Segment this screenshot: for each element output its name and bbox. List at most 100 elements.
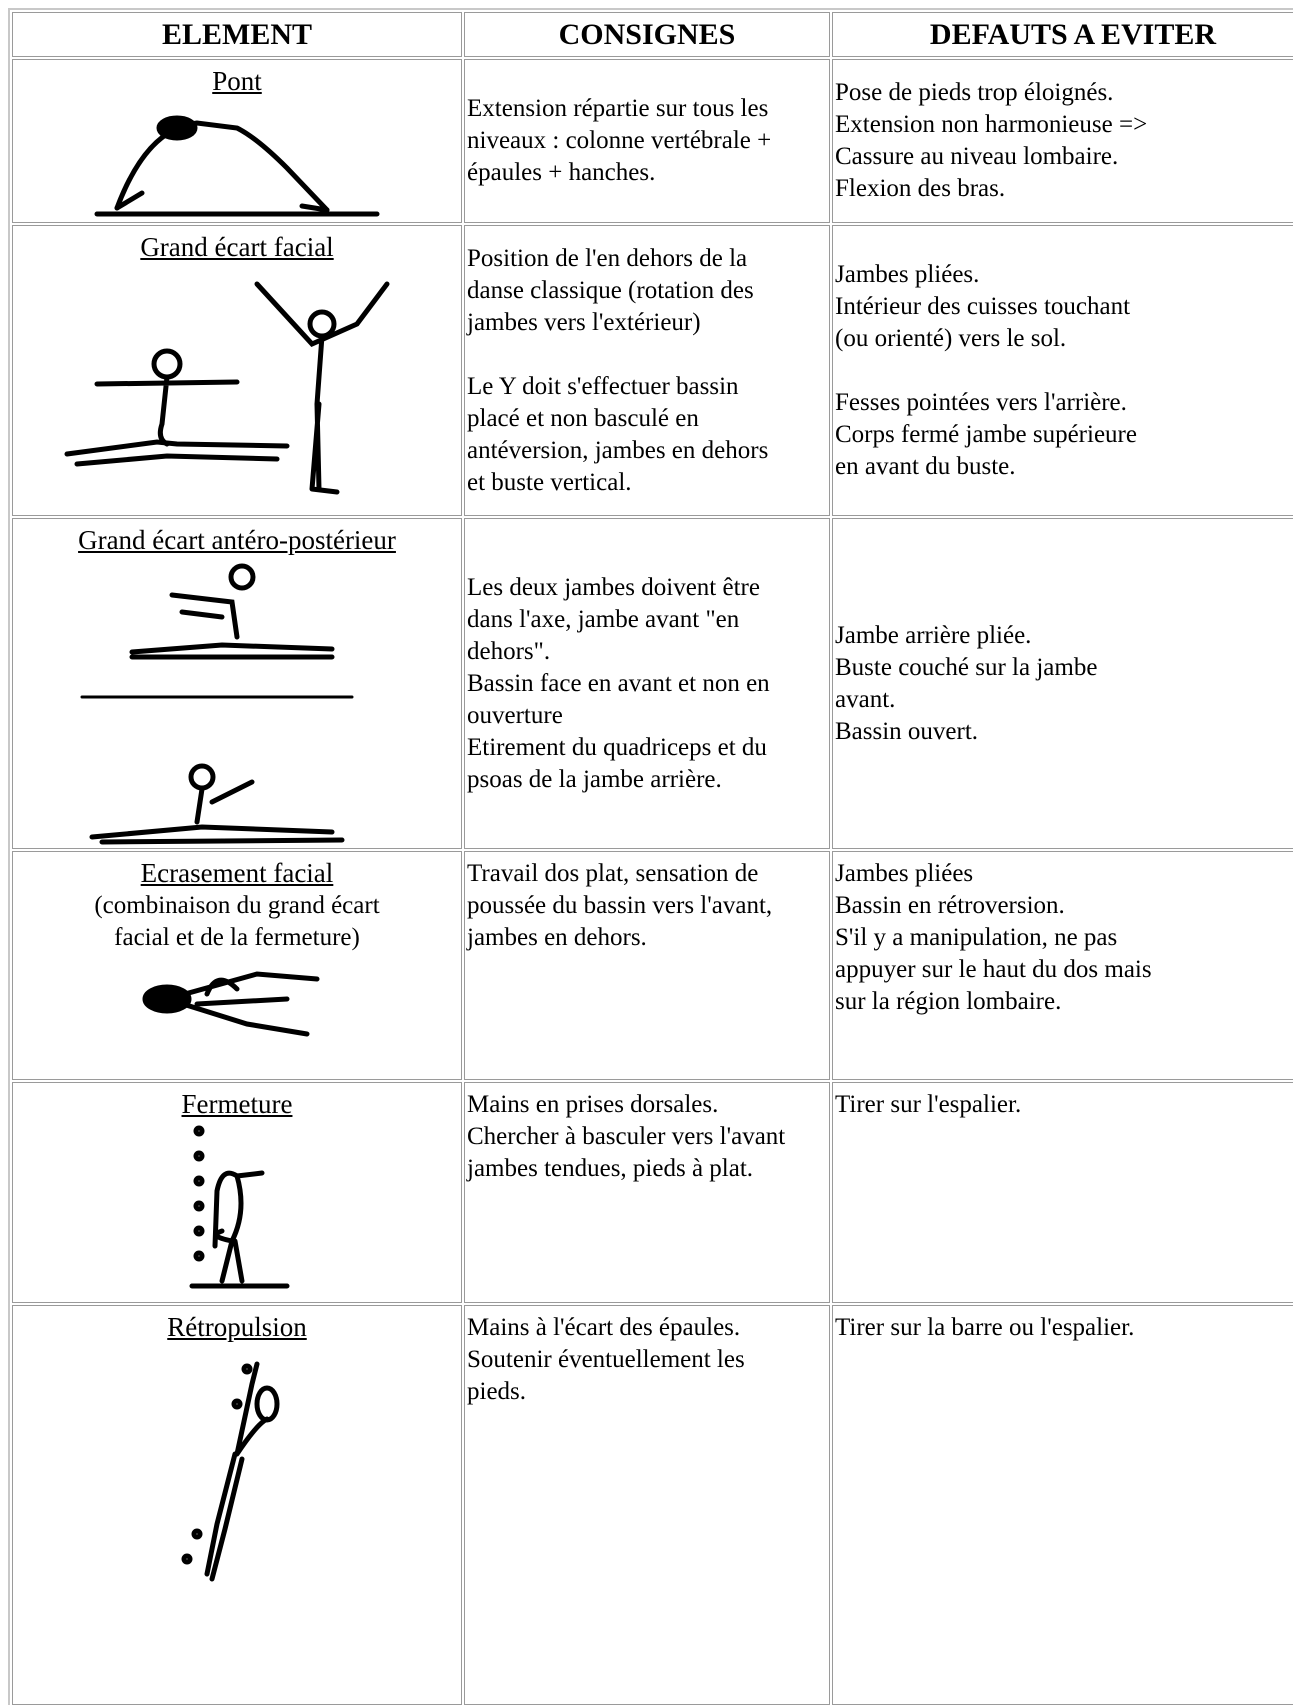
paragraph: Fesses pointées vers l'arrière. Corps fer… [835, 387, 1293, 483]
note-line: (combinaison du grand écart [94, 892, 380, 919]
defauts-cell: Jambes pliées Bassin en rétroversion. S'il… [832, 851, 1293, 1080]
header-row: ELEMENT CONSIGNES DEFAUTS A EVITER [12, 12, 1293, 57]
text-line: dans l'axe, jambe avant "en [467, 605, 740, 633]
text-line: Position de l'en dehors de la [467, 244, 748, 272]
defauts-cell: Jambe arrière pliée. Buste couché sur la … [832, 518, 1293, 849]
consignes-cell: Mains en prises dorsales. Chercher à basc… [464, 1082, 830, 1303]
paragraph: Mains en prises dorsales. Chercher à basc… [467, 1089, 827, 1185]
text-line: Tirer sur l'espalier. [835, 1091, 1022, 1118]
text-line: jambes vers l'extérieur) [467, 308, 701, 336]
text-line: épaules + hanches. [467, 159, 656, 186]
text-line: Soutenir éventuellement les [467, 1346, 745, 1373]
text-line: Chercher à basculer vers l'avant [467, 1123, 786, 1150]
text-line: Cassure au niveau lombaire. [835, 143, 1119, 170]
text-line: avant. [835, 685, 896, 713]
paragraph: Jambes pliées. Intérieur des cuisses touc… [835, 259, 1293, 355]
text-line: Extension répartie sur tous les [467, 95, 769, 122]
text-line: Tirer sur la barre ou l'espalier. [835, 1314, 1135, 1341]
text-line: S'il y a manipulation, ne pas [835, 924, 1118, 951]
header-cell: DEFAUTS A EVITER [832, 12, 1293, 57]
text-line: placé et non basculé en [467, 404, 699, 432]
paragraph: Tirer sur l'espalier. [835, 1089, 1293, 1121]
text-line: Mains à l'écart des épaules. [467, 1314, 741, 1341]
paragraph: Travail dos plat, sensation de poussée du… [467, 858, 827, 954]
paragraph: Jambe arrière pliée. Buste couché sur la … [835, 620, 1293, 748]
illustration [64, 281, 390, 495]
paragraph: Mains à l'écart des épaules. Soutenir éve… [467, 1312, 827, 1408]
row: Fermeture Mains en prises dorsales. Cherc… [12, 1082, 1293, 1303]
illustration [189, 1125, 290, 1289]
text-line: Le Y doit s'effectuer bassin [467, 372, 739, 400]
text-line: sur la région lombaire. [835, 988, 1062, 1015]
text-line: Fesses pointées vers l'arrière. [835, 388, 1127, 416]
text-line: danse classique (rotation des [467, 276, 754, 304]
paragraph: Jambes pliées Bassin en rétroversion. S'il… [835, 858, 1293, 1018]
text-line: en avant du buste. [835, 452, 1016, 480]
row: Pont Extension répartie sur tous les nive… [12, 59, 1293, 223]
text-line: Bassin en rétroversion. [835, 892, 1065, 919]
header-cell: CONSIGNES [464, 12, 830, 57]
text-line: Jambes pliées. [835, 260, 980, 288]
paragraph: Position de l'en dehors de la danse class… [467, 243, 827, 339]
consignes-cell: Mains à l'écart des épaules. Soutenir éve… [464, 1305, 830, 1705]
paragraph: Les deux jambes doivent être dans l'axe, … [467, 572, 827, 796]
text-line: et buste vertical. [467, 468, 632, 496]
paragraph: Le Y doit s'effectuer bassin placé et non… [467, 371, 827, 499]
element-title: Grand écart facial [140, 232, 334, 262]
element-title: Grand écart antéro-postérieur [78, 525, 396, 555]
text-line: Intérieur des cuisses touchant [835, 292, 1131, 320]
defauts-cell: Tirer sur la barre ou l'espalier. [832, 1305, 1293, 1705]
consignes-cell: Position de l'en dehors de la danse class… [464, 225, 830, 516]
text-line: antéversion, jambes en dehors [467, 436, 769, 464]
text-line: jambes en dehors. [467, 924, 647, 951]
consignes-cell: Extension répartie sur tous les niveaux :… [464, 59, 830, 223]
text-line: psoas de la jambe arrière. [467, 765, 722, 793]
text-line: Jambes pliées [835, 860, 974, 887]
defauts-cell: Jambes pliées. Intérieur des cuisses touc… [832, 225, 1293, 516]
text-line: Travail dos plat, sensation de [467, 860, 759, 887]
text-line: Bassin ouvert. [835, 717, 979, 745]
text-line: Les deux jambes doivent être [467, 573, 760, 601]
element-cell: Fermeture [12, 1082, 462, 1303]
note-line: facial et de la fermeture) [114, 924, 360, 951]
text-line: ouverture [467, 701, 563, 729]
paragraph: Extension répartie sur tous les niveaux :… [467, 93, 827, 189]
text-line: Pose de pieds trop éloignés. [835, 79, 1114, 106]
text-line: Buste couché sur la jambe [835, 653, 1098, 681]
text-line: pieds. [467, 1378, 527, 1405]
text-line: Flexion des bras. [835, 175, 1006, 202]
element-title: Rétropulsion [167, 1312, 307, 1342]
text-line: Corps fermé jambe supérieure [835, 420, 1137, 448]
row: Grand écart antéro-postérieur Les deux j… [12, 518, 1293, 849]
paragraph: Tirer sur la barre ou l'espalier. [835, 1312, 1293, 1344]
illustration [80, 563, 354, 845]
text-line: Mains en prises dorsales. [467, 1091, 719, 1118]
element-cell: Pont [12, 59, 462, 223]
element-cell: Ecrasement facial (combinaison du grand … [12, 851, 462, 1080]
paragraph: Pose de pieds trop éloignés. Extension no… [835, 77, 1293, 205]
element-cell: Grand écart antéro-postérieur [12, 518, 462, 849]
element-cell: Grand écart facial [12, 225, 462, 516]
text-line: appuyer sur le haut du dos mais [835, 956, 1152, 983]
consignes-cell: Les deux jambes doivent être dans l'axe, … [464, 518, 830, 849]
row: Grand écart facial Position de l'en deho… [12, 225, 1293, 516]
text-line: Etirement du quadriceps et du [467, 733, 767, 761]
text-line: Bassin face en avant et non en [467, 669, 770, 697]
text-line: niveaux : colonne vertébrale + [467, 127, 772, 154]
element-cell: Rétropulsion [12, 1305, 462, 1705]
element-title: Fermeture [181, 1089, 293, 1119]
element-title: Pont [212, 66, 262, 96]
row: Rétropulsion Mains à l'écart des épaules… [12, 1305, 1293, 1705]
text-line: (ou orienté) vers le sol. [835, 324, 1067, 352]
illustration [181, 1361, 280, 1582]
defauts-cell: Pose de pieds trop éloignés. Extension no… [832, 59, 1293, 223]
text-line: dehors". [467, 637, 551, 665]
defauts-cell: Tirer sur l'espalier. [832, 1082, 1293, 1303]
row: Ecrasement facial (combinaison du grand … [12, 851, 1293, 1080]
consignes-cell: Travail dos plat, sensation de poussée du… [464, 851, 830, 1080]
text-line: Jambe arrière pliée. [835, 621, 1032, 649]
element-title: Ecrasement facial [140, 858, 334, 888]
text-line: poussée du bassin vers l'avant, [467, 892, 773, 919]
illustration [94, 115, 380, 217]
